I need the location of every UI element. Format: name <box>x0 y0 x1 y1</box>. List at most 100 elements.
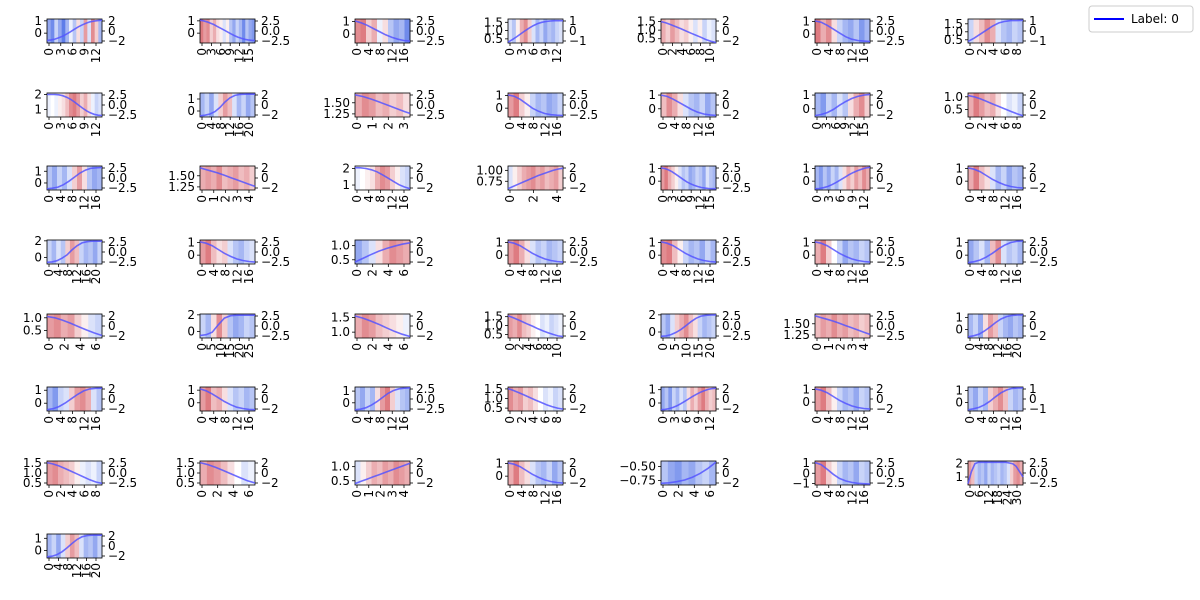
heat-stripe <box>222 93 228 117</box>
heat-stripe <box>92 240 98 264</box>
heat-stripe <box>679 387 684 411</box>
right-y-tick-label: 2.5 <box>108 161 127 175</box>
x-tick-label: 8 <box>987 195 1001 203</box>
right-y-tick-label: −1 <box>569 34 587 48</box>
right-y-tick-label: 1 <box>569 14 577 28</box>
heat-stripe <box>209 93 215 117</box>
left-y-tick-label: 1 <box>802 383 810 397</box>
x-tick-label: 12 <box>845 416 859 431</box>
heat-stripe <box>200 461 208 485</box>
x-tick-label: 16 <box>1010 195 1024 210</box>
right-y-tick-label: −2 <box>261 181 279 195</box>
heat-stripe <box>694 387 699 411</box>
heat-stripe <box>87 19 92 43</box>
x-tick-label: 8 <box>61 563 75 571</box>
heat-stripe <box>213 93 219 117</box>
heat-stripe <box>97 240 103 264</box>
heat-stripe <box>665 19 671 43</box>
right-y-tick-label: 2 <box>108 382 116 396</box>
heat-stripe <box>74 461 81 485</box>
x-tick-label: 5 <box>204 343 218 351</box>
heat-stripe <box>360 19 367 43</box>
heat-stripe <box>859 314 865 338</box>
heat-stripe <box>508 240 514 264</box>
heat-stripe <box>706 19 712 43</box>
heat-stripe <box>508 314 513 338</box>
left-y-tick-label: 1 <box>342 384 350 398</box>
x-tick-label: 6 <box>675 195 689 203</box>
heat-stripe <box>693 314 699 338</box>
x-tick-label: 0 <box>350 490 364 498</box>
heat-stripe <box>681 166 686 190</box>
x-tick-label: 16 <box>1010 269 1024 284</box>
heat-stripe <box>837 387 843 411</box>
heat-stripe <box>388 19 394 43</box>
series-line <box>967 94 1024 117</box>
heat-stripe <box>1018 387 1024 411</box>
heat-stripe <box>385 387 391 411</box>
series-line <box>814 388 871 410</box>
heat-stripe <box>1008 314 1014 338</box>
heat-stripe <box>47 19 52 43</box>
heat-stripe <box>815 314 821 338</box>
series-line <box>507 167 564 190</box>
heat-stripe <box>79 240 85 264</box>
heat-stripe <box>661 19 666 43</box>
series-line <box>354 462 411 485</box>
x-tick-label: 2 <box>515 416 529 424</box>
heat-stripe <box>691 166 696 190</box>
x-tick-label: 2 <box>211 490 225 498</box>
heat-stripe <box>355 93 363 117</box>
heat-stripe <box>973 240 980 264</box>
series-line <box>354 242 411 263</box>
x-tick-label: 10 <box>703 48 717 63</box>
heat-stripe <box>361 93 370 117</box>
right-y-tick-label: −2.5 <box>108 108 137 122</box>
right-y-tick-label: 0 <box>108 319 116 333</box>
heat-stripe <box>200 240 206 264</box>
heat-stripe <box>1010 461 1014 485</box>
x-tick-label: 12 <box>538 122 552 137</box>
heat-stripe <box>974 461 979 485</box>
x-tick-label: 8 <box>374 48 388 56</box>
heat-stripe <box>517 314 523 338</box>
right-y-tick-label: −2 <box>876 402 894 416</box>
heat-stripe <box>393 19 400 43</box>
heat-stripe <box>388 461 394 485</box>
heat-stripe <box>390 387 396 411</box>
heat-stripe <box>50 19 55 43</box>
x-tick-label: 2 <box>366 269 380 277</box>
left-y-tick-label: 1.5 <box>23 456 42 470</box>
heat-stripe <box>699 93 706 117</box>
x-tick-label: 0 <box>195 48 209 56</box>
x-tick-label: 12 <box>70 269 84 284</box>
series-line <box>47 93 103 117</box>
heat-stripe <box>826 240 832 264</box>
x-tick-label: 0 <box>963 195 977 203</box>
right-y-tick-label: 2.5 <box>876 456 895 470</box>
heat-stripe <box>355 387 361 411</box>
heat-stripe <box>539 19 544 43</box>
x-tick-label: 6 <box>680 416 694 424</box>
x-tick-label: 6 <box>89 343 103 351</box>
heat-stripe <box>57 166 63 190</box>
heat-stripe <box>979 19 985 43</box>
left-y-tick-label: 0 <box>802 174 810 188</box>
heat-stripe <box>815 166 820 190</box>
left-y-tick-label: 1 <box>187 14 195 28</box>
right-y-tick-label: 2.5 <box>1029 235 1048 249</box>
x-tick-label: 20 <box>233 343 247 358</box>
left-y-tick-label: 1 <box>802 236 810 250</box>
heat-stripe <box>551 19 556 43</box>
right-y-tick-label: 0 <box>108 392 116 406</box>
heat-stripe <box>389 240 397 264</box>
right-y-tick-label: 0.0 <box>876 466 895 480</box>
left-y-tick-label: 1.0 <box>176 466 195 480</box>
x-tick-label: 4 <box>550 195 564 203</box>
heat-stripe <box>697 19 703 43</box>
